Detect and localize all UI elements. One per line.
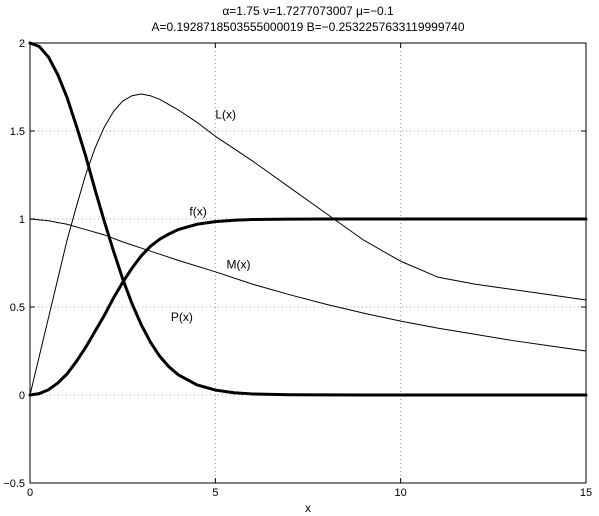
tick-labels: 0 5 10 15−0.500.511.52	[3, 38, 592, 499]
title-line-1: α=1.75 ν=1.7277073007 μ=−0.1	[222, 4, 394, 18]
series-line-mx	[29, 218, 587, 352]
grid-lines	[30, 43, 586, 483]
curve-labels: P(x) f(x) L(x) M(x)	[171, 108, 251, 324]
series-line-lx	[29, 93, 587, 396]
curve-label-fx: f(x)	[189, 204, 206, 218]
series-line-px	[28, 41, 588, 397]
y-tick-label-4: 1.5	[10, 126, 25, 138]
series-line-fx	[28, 217, 588, 397]
curve-label-px: P(x)	[171, 310, 193, 324]
y-tick-label-0: −0.5	[3, 478, 25, 490]
y-tick-label-1: 0	[19, 390, 25, 402]
y-tick-label-3: 1	[19, 214, 25, 226]
series-lines	[28, 41, 588, 397]
curve-label-mx: M(x)	[226, 257, 250, 271]
x-tick-label-2: 10	[395, 487, 407, 499]
axis-ticks	[29, 42, 587, 484]
plot-frame	[29, 42, 587, 484]
chart-title: α=1.75 ν=1.7277073007 μ=−0.1 A=0.1928718…	[151, 4, 464, 34]
x-tick-label-0: 0	[27, 487, 33, 499]
y-tick-label-2: 0.5	[10, 302, 25, 314]
x-tick-label-1: 5	[212, 487, 218, 499]
x-axis-label: x	[305, 501, 311, 515]
curve-label-lx: L(x)	[215, 108, 236, 122]
y-tick-label-5: 2	[19, 38, 25, 50]
title-line-2: A=0.1928718503555000019 B=−0.25322576331…	[151, 20, 464, 34]
plot-area	[30, 43, 586, 483]
x-tick-label-3: 15	[580, 487, 592, 499]
